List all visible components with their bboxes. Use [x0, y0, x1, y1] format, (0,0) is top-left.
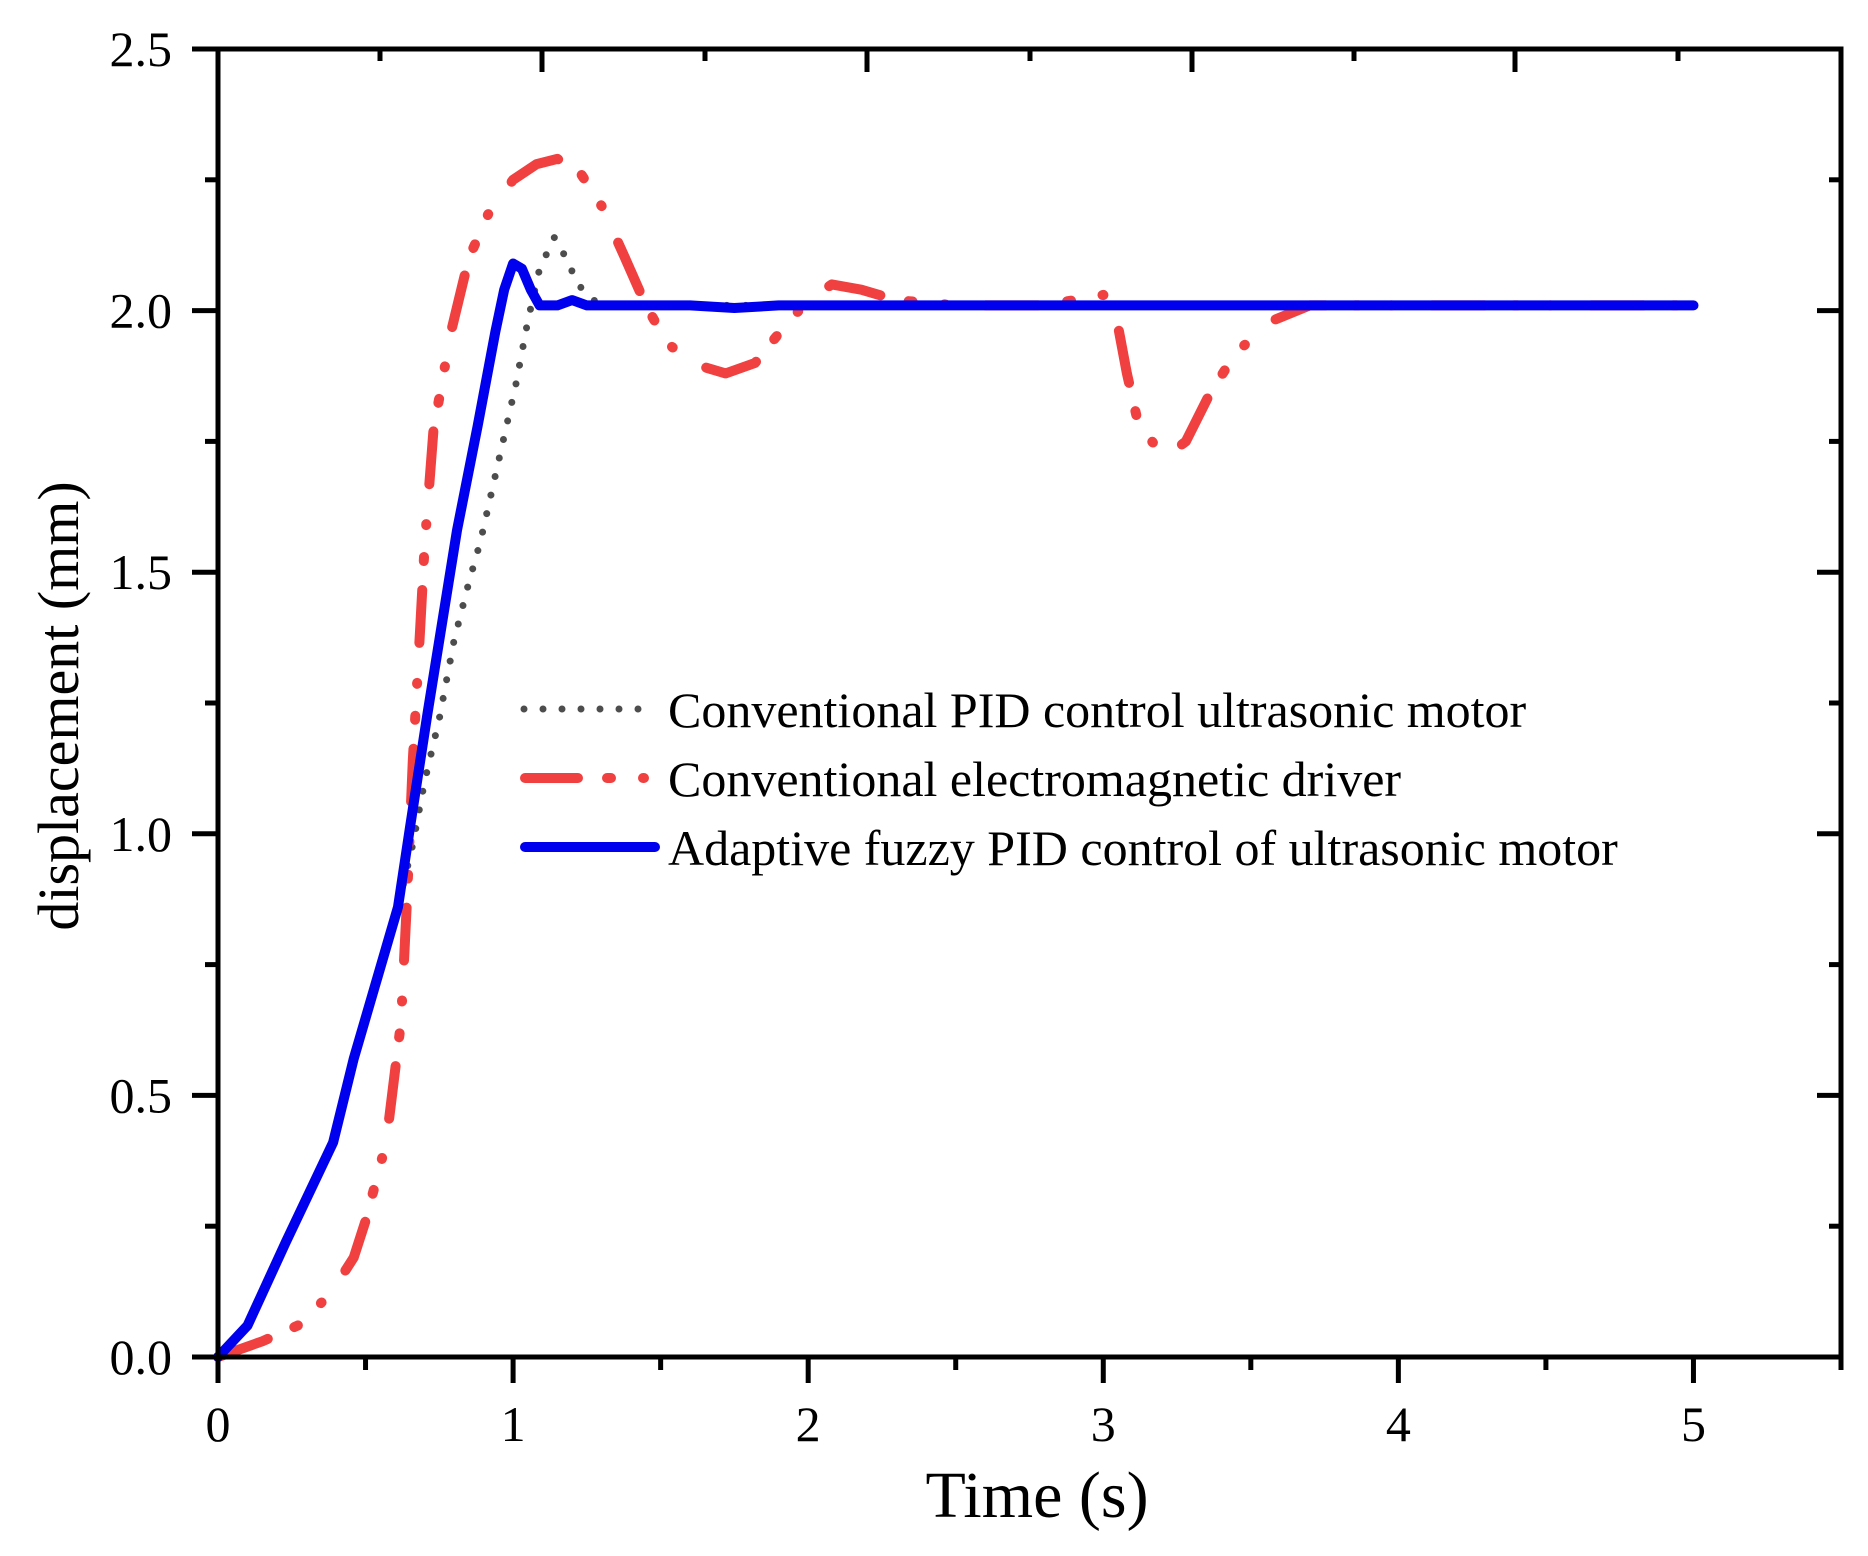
series-line-2: [213, 258, 1699, 1362]
ticks: [192, 46, 1844, 1383]
x-tick-label: 4: [1386, 1396, 1411, 1452]
legend-item-pid: Conventional PID control ultrasonic moto…: [520, 682, 1527, 738]
legend-label-electromagnetic: Conventional electromagnetic driver: [668, 751, 1401, 807]
legend-item-adaptive-fuzzy: Adaptive fuzzy PID control of ultrasonic…: [520, 820, 1618, 876]
series-line-1: [213, 153, 1699, 1362]
x-tick-label: 0: [206, 1396, 231, 1452]
y-tick-label: 1.5: [110, 544, 173, 600]
x-tick-label: 5: [1681, 1396, 1706, 1452]
x-tick-label: 2: [796, 1396, 821, 1452]
y-tick-label: 2.0: [110, 283, 173, 339]
legend-label-adaptive-fuzzy: Adaptive fuzzy PID control of ultrasonic…: [668, 820, 1618, 876]
legend-item-electromagnetic: Conventional electromagnetic driver: [520, 751, 1401, 807]
x-tick-label: 1: [501, 1396, 526, 1452]
y-tick-label: 1.0: [110, 806, 173, 862]
y-tick-labels: 0.0 0.5 1.0 1.5 2.0 2.5: [110, 21, 173, 1385]
legend-label-pid: Conventional PID control ultrasonic moto…: [668, 682, 1527, 738]
x-tick-labels: 0 1 2 3 4 5: [206, 1396, 1706, 1452]
series-layer: [213, 153, 1699, 1362]
y-tick-label: 2.5: [110, 21, 173, 77]
y-tick-label: 0.5: [110, 1067, 173, 1123]
x-tick-label: 3: [1091, 1396, 1116, 1452]
y-axis-label: displacement (mm): [26, 481, 91, 930]
legend: Conventional PID control ultrasonic moto…: [520, 682, 1618, 876]
y-tick-label: 0.0: [110, 1329, 173, 1385]
x-axis-label: Time (s): [925, 1459, 1148, 1532]
